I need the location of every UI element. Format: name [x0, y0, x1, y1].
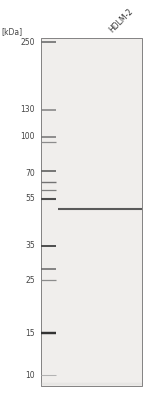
FancyBboxPatch shape: [41, 38, 142, 386]
Text: 15: 15: [25, 329, 35, 338]
Text: 10: 10: [25, 371, 35, 380]
Text: HDLM-2: HDLM-2: [107, 6, 135, 34]
Text: 70: 70: [25, 169, 35, 178]
Text: 25: 25: [25, 276, 35, 285]
Text: 55: 55: [25, 194, 35, 203]
Text: [kDa]: [kDa]: [1, 27, 23, 36]
Text: 100: 100: [21, 132, 35, 142]
Text: 35: 35: [25, 241, 35, 250]
Text: 250: 250: [21, 38, 35, 47]
Text: 130: 130: [21, 105, 35, 114]
